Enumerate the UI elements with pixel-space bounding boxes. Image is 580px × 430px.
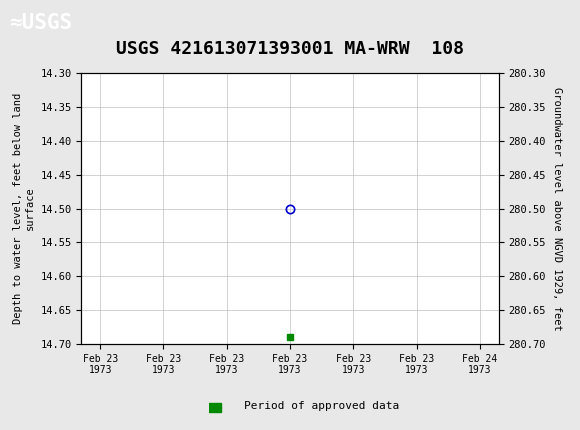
FancyBboxPatch shape <box>209 403 221 412</box>
Y-axis label: Groundwater level above NGVD 1929, feet: Groundwater level above NGVD 1929, feet <box>552 87 561 330</box>
Text: Period of approved data: Period of approved data <box>244 401 399 412</box>
Text: USGS 421613071393001 MA-WRW  108: USGS 421613071393001 MA-WRW 108 <box>116 40 464 58</box>
Y-axis label: Depth to water level, feet below land
surface: Depth to water level, feet below land su… <box>13 93 35 324</box>
Text: ≈USGS: ≈USGS <box>9 12 72 33</box>
